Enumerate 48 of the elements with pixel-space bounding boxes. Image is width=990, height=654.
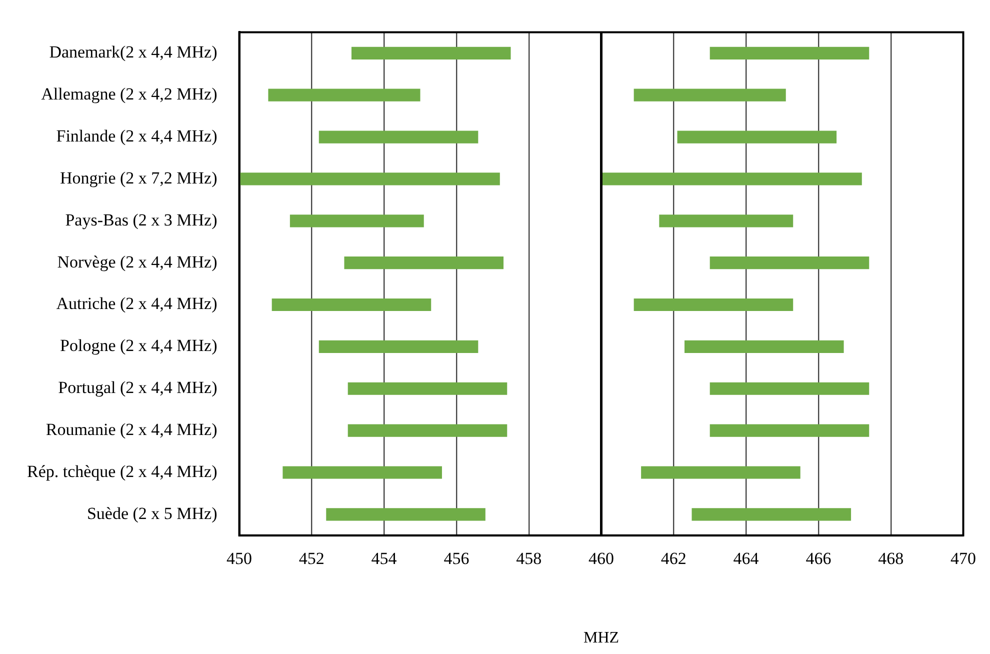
bar: [348, 424, 508, 437]
x-tick-label: 468: [878, 549, 904, 568]
bar: [282, 466, 442, 479]
y-tick-label: Norvège (2 x 4,4 MHz): [57, 252, 218, 272]
x-tick-label: 466: [806, 549, 832, 568]
bar: [634, 88, 786, 102]
x-axis-title: MHZ: [583, 630, 620, 647]
bar: [272, 298, 432, 312]
x-tick-label: 456: [444, 549, 470, 568]
bar: [318, 340, 478, 353]
bar: [318, 130, 478, 144]
x-tick-label: 462: [660, 549, 686, 568]
bar: [677, 130, 837, 144]
bar: [710, 46, 870, 60]
bar: [692, 508, 852, 521]
x-tick-label: 470: [950, 549, 976, 568]
x-tick-label: 450: [226, 549, 252, 568]
y-tick-label: Pologne (2 x 4,4 MHz): [60, 336, 218, 356]
y-tick-label: Roumanie (2 x 4,4 MHz): [46, 420, 218, 440]
bar: [326, 508, 486, 521]
bar: [641, 466, 800, 479]
y-tick-label: Pays-Bas (2 x 3 MHz): [65, 210, 218, 230]
y-tick-label: Danemark(2 x 4,4 MHz): [49, 42, 218, 62]
x-tick-label: 460: [588, 549, 614, 568]
bar: [239, 172, 500, 186]
bar: [710, 424, 870, 437]
x-tick-label: 452: [298, 549, 324, 568]
y-tick-label: Hongrie (2 x 7,2 MHz): [60, 168, 218, 188]
y-tick-label: Autriche (2 x 4,4 MHz): [56, 294, 218, 314]
y-tick-label: Allemagne (2 x 4,2 MHz): [41, 84, 218, 104]
y-tick-label: Portugal (2 x 4,4 MHz): [58, 378, 218, 398]
y-tick-label: Rép. tchèque (2 x 4,4 MHz): [26, 462, 218, 481]
bar: [710, 256, 870, 270]
bar: [601, 172, 862, 186]
x-tick-label: 454: [371, 549, 398, 568]
y-tick-label: Suède (2 x 5 MHz): [86, 504, 218, 523]
bar: [344, 256, 504, 270]
bar: [348, 382, 508, 395]
bar: [290, 214, 424, 228]
bar: [710, 382, 870, 395]
bar: [684, 340, 844, 353]
x-tick-label: 464: [733, 549, 760, 568]
y-tick-label: Finlande (2 x 4,4 MHz): [56, 126, 218, 146]
bar: [351, 46, 511, 60]
bar: [268, 88, 420, 102]
x-tick-label: 458: [516, 549, 542, 568]
bar: [659, 214, 794, 228]
bar: [634, 298, 794, 312]
